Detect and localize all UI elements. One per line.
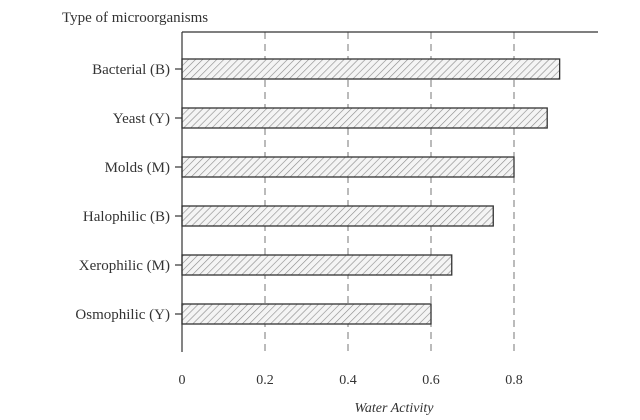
bar xyxy=(181,156,515,178)
category-label: Xerophilic (M) xyxy=(79,258,170,274)
category-label: Molds (M) xyxy=(105,160,170,176)
category-labels: Bacterial (B) Yeast (Y) Molds (M) Halophili… xyxy=(75,62,182,323)
bar xyxy=(181,303,432,325)
bar xyxy=(181,254,453,276)
x-tick-labels: 0 0.2 0.4 0.6 0.8 xyxy=(179,373,523,388)
bar xyxy=(181,107,548,129)
category-label: Halophilic (B) xyxy=(83,209,170,225)
bars xyxy=(181,58,561,325)
x-tick-label: 0 xyxy=(179,373,186,388)
chart-title: Type of microorganisms xyxy=(62,10,208,26)
bar xyxy=(181,58,561,80)
category-label: Bacterial (B) xyxy=(92,62,170,78)
x-tick-label: 0.2 xyxy=(256,373,274,388)
category-label: Yeast (Y) xyxy=(113,111,170,127)
category-label: Osmophilic (Y) xyxy=(75,307,170,323)
bar xyxy=(181,205,494,227)
x-tick-label: 0.4 xyxy=(339,373,357,388)
grid-lines xyxy=(264,32,515,352)
x-tick-label: 0.6 xyxy=(422,373,440,388)
x-tick-label: 0.8 xyxy=(505,373,523,388)
x-axis-label: Water Activity xyxy=(355,401,435,416)
